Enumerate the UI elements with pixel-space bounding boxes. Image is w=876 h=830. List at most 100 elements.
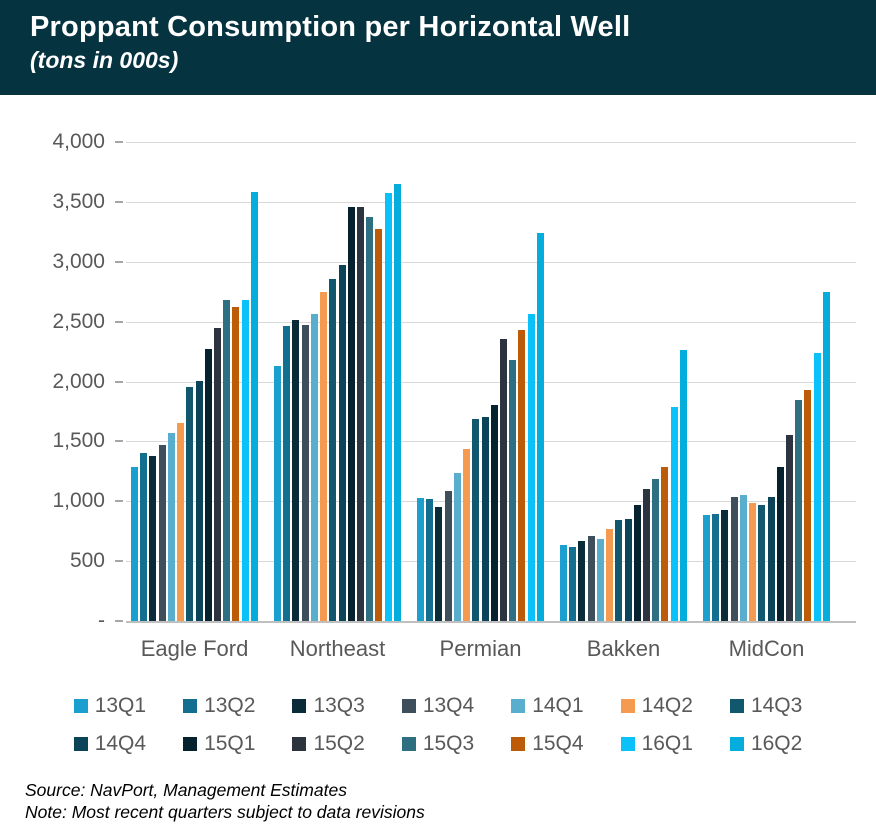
legend-row-1: 13Q1 13Q2 13Q3 13Q4 14Q1 14Q2 14Q3 (0, 692, 876, 720)
y-tick-mark (115, 500, 123, 503)
bar-eagle-ford-13q2 (140, 453, 148, 621)
bar-group-midcon (703, 291, 830, 621)
bar-group-bakken (560, 350, 687, 621)
legend-label: 13Q4 (422, 694, 475, 717)
y-tick-mark (115, 200, 123, 203)
bar-bakken-14q3 (615, 519, 623, 621)
x-label-permian: Permian (439, 636, 522, 661)
bar-eagle-ford-15q2 (213, 327, 221, 621)
x-label-northeast: Northeast (289, 636, 386, 661)
bar-bakken-14q2 (606, 529, 614, 621)
revision-note: Note: Most recent quarters subject to da… (25, 802, 425, 822)
legend-label: 13Q2 (204, 694, 256, 717)
legend-label: 15Q2 (313, 732, 365, 755)
legend-item-16q1: 16Q1 (620, 732, 693, 756)
legend-swatch-icon (292, 699, 307, 713)
legend-label: 14Q3 (750, 694, 803, 717)
legend-item-14q3: 14Q3 (729, 694, 803, 718)
legend-swatch-icon (620, 737, 635, 751)
bar-permian-16q2 (536, 233, 544, 621)
legend-item-15q4: 15Q4 (511, 732, 584, 756)
bar-northeast-15q4 (375, 229, 383, 621)
bar-northeast-14q2 (320, 291, 328, 621)
bar-permian-13q3 (435, 506, 443, 621)
bar-midcon-16q1 (813, 352, 821, 621)
x-label-eagle-ford: Eagle Ford (140, 636, 249, 661)
legend-label: 14Q4 (94, 732, 147, 755)
bar-northeast-15q1 (347, 206, 355, 621)
y-tick-label-2500: 2,500 (52, 309, 105, 333)
legend-swatch-icon (401, 737, 416, 751)
y-tick-mark (115, 380, 123, 383)
bar-midcon-13q2 (712, 514, 720, 621)
bar-midcon-13q4 (730, 497, 738, 621)
legend-swatch-icon (183, 699, 198, 713)
y-tick-label-4000: 4,000 (52, 130, 105, 153)
bar-midcon-13q3 (721, 509, 729, 621)
bar-bakken-16q2 (679, 350, 687, 621)
bar-eagle-ford-14q2 (177, 423, 185, 621)
legend-swatch-icon (73, 737, 88, 751)
bar-eagle-ford-16q2 (250, 191, 258, 621)
bar-midcon-15q1 (776, 467, 784, 621)
legend-item-13q3: 13Q3 (292, 694, 365, 718)
bar-permian-13q4 (444, 491, 452, 621)
legend-item-14q4: 14Q4 (73, 732, 147, 756)
gridline-4000 (126, 142, 856, 143)
legend-label: 13Q1 (94, 694, 147, 717)
bar-northeast-15q2 (356, 206, 364, 621)
legend-swatch-icon (292, 737, 307, 751)
bar-midcon-16q2 (822, 291, 830, 621)
legend-item-15q2: 15Q2 (292, 732, 365, 756)
bar-eagle-ford-15q3 (223, 299, 231, 621)
legend-swatch-icon (511, 699, 526, 713)
legend-item-13q1: 13Q1 (73, 694, 147, 718)
bar-groups (126, 142, 856, 621)
chart-title: Proppant Consumption per Horizontal Well (30, 11, 631, 43)
legend-label: 14Q2 (641, 694, 693, 717)
bar-northeast-15q3 (366, 217, 374, 621)
x-axis-labels: Eagle Ford Northeast Permian Bakken MidCon (126, 636, 856, 662)
bar-northeast-14q1 (310, 314, 318, 621)
y-tick-label-1000: 1,000 (52, 489, 105, 513)
legend-label: 15Q1 (204, 732, 256, 755)
bar-bakken-13q4 (587, 536, 595, 621)
bar-midcon-14q1 (739, 494, 747, 621)
legend-swatch-icon (183, 737, 198, 751)
bar-bakken-16q1 (670, 406, 678, 621)
y-tick-label-2000: 2,000 (52, 369, 105, 393)
legend-label: 13Q3 (313, 694, 365, 717)
bar-northeast-13q1 (274, 365, 281, 621)
bar-bakken-15q4 (661, 467, 669, 621)
bar-northeast-13q4 (301, 325, 309, 621)
plot-area (126, 142, 856, 623)
bar-bakken-14q4 (624, 519, 632, 621)
bar-permian-13q2 (426, 498, 434, 621)
bar-eagle-ford-14q4 (195, 380, 203, 621)
bar-permian-15q3 (509, 359, 517, 621)
bar-midcon-15q4 (804, 389, 812, 621)
bar-eagle-ford-13q3 (149, 455, 157, 621)
bar-permian-15q1 (490, 404, 498, 621)
bar-bakken-15q3 (652, 478, 660, 621)
bar-bakken-14q1 (596, 539, 604, 621)
bar-eagle-ford-13q1 (131, 467, 138, 621)
y-tick-mark (115, 620, 123, 622)
chart-subtitle: (tons in 000s) (30, 47, 179, 73)
x-label-midcon: MidCon (728, 636, 805, 661)
bar-bakken-13q3 (578, 541, 586, 621)
gridline-3500 (126, 201, 856, 203)
y-tick-mark (115, 141, 123, 143)
bar-midcon-15q3 (795, 399, 803, 621)
bar-northeast-16q1 (384, 192, 392, 621)
y-tick-label-3500: 3,500 (52, 189, 105, 213)
bar-midcon-14q3 (758, 505, 766, 621)
legend-item-16q2: 16Q2 (729, 732, 802, 756)
x-label-bakken: Bakken (586, 636, 661, 661)
legend-item-13q2: 13Q2 (183, 694, 255, 718)
bar-eagle-ford-15q4 (232, 307, 240, 621)
y-tick-label-1500: 1,500 (52, 429, 105, 453)
bar-group-eagle-ford (131, 191, 258, 621)
title-banner: Proppant Consumption per Horizontal Well… (0, 0, 876, 95)
